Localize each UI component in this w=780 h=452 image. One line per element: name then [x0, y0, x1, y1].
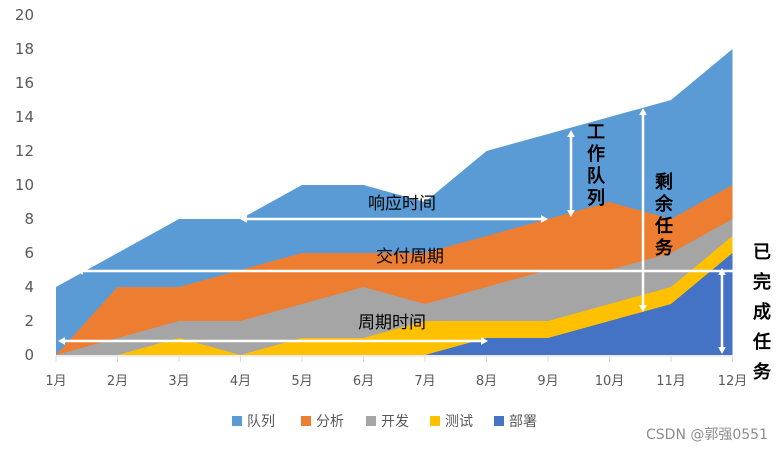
x-axis-ticks: 1月 2月 3月 4月 5月 6月 7月 8月 9月 10月 11月 12月 — [45, 356, 747, 389]
legend-item: 部署 — [494, 414, 537, 430]
x-tick-label: 6月 — [353, 374, 374, 389]
legend-swatch — [366, 416, 376, 426]
arrow-completed — [718, 268, 726, 354]
area-测试 — [56, 236, 733, 355]
legend-label: 部署 — [509, 414, 537, 430]
annotation-arrows — [58, 108, 744, 354]
arrow-delivery-cycle — [76, 267, 744, 275]
annotation-char: 任 — [654, 215, 673, 237]
x-tick-label: 8月 — [476, 374, 497, 389]
x-tick-label: 5月 — [291, 374, 312, 389]
legend-item: 开发 — [366, 414, 409, 430]
legend-item: 分析 — [301, 414, 344, 430]
y-axis-ticks: 0 2 4 6 8 10 12 14 16 18 20 — [15, 6, 34, 364]
y-tick-label: 8 — [24, 210, 34, 228]
legend-label: 开发 — [381, 414, 409, 430]
annotation-char: 完 — [753, 271, 771, 293]
x-tick-label: 11月 — [656, 374, 686, 389]
annotation-response-time: 响应时间 — [368, 194, 436, 214]
y-tick-label: 0 — [24, 346, 34, 364]
x-tick-label: 4月 — [230, 374, 251, 389]
arrow-response-time — [240, 215, 548, 223]
annotation-char: 成 — [753, 301, 771, 323]
y-tick-label: 4 — [24, 278, 34, 296]
y-tick-label: 12 — [15, 142, 34, 160]
arrow-remaining — [639, 108, 647, 312]
annotation-char: 已 — [753, 242, 771, 263]
legend-swatch — [232, 416, 242, 426]
legend-label: 队列 — [247, 414, 275, 430]
x-tick-label: 2月 — [107, 374, 128, 389]
arrow-queue — [567, 130, 575, 217]
annotation-char: 队 — [587, 165, 606, 187]
y-tick-label: 6 — [24, 244, 34, 262]
annotation-delivery-cycle: 交付周期 — [376, 247, 444, 267]
legend-item: 队列 — [232, 414, 275, 430]
watermark: CSDN @郭强0551 — [646, 427, 768, 443]
x-tick-label: 9月 — [537, 374, 558, 389]
legend: 队列 分析 开发 测试 部署 — [232, 414, 537, 430]
x-tick-label: 3月 — [168, 374, 189, 389]
legend-swatch — [430, 416, 440, 426]
y-tick-label: 20 — [15, 6, 34, 24]
annotation-char: 工 — [587, 122, 605, 143]
legend-label: 分析 — [316, 414, 344, 430]
annotation-char: 剩 — [655, 172, 673, 193]
y-tick-label: 14 — [15, 108, 34, 126]
legend-swatch — [494, 416, 504, 426]
legend-item: 测试 — [430, 414, 473, 430]
area-部署 — [56, 253, 733, 355]
annotation-char: 列 — [587, 188, 605, 209]
annotation-char: 务 — [753, 361, 772, 383]
x-tick-label: 10月 — [595, 374, 625, 389]
x-tick-label: 7月 — [414, 374, 435, 389]
y-tick-label: 18 — [15, 40, 34, 58]
annotation-cycle-time: 周期时间 — [358, 313, 426, 333]
x-tick-label: 1月 — [45, 374, 66, 389]
y-tick-label: 2 — [24, 312, 34, 330]
annotation-char: 作 — [587, 143, 605, 165]
x-tick-label: 12月 — [718, 374, 748, 389]
legend-swatch — [301, 416, 311, 426]
y-tick-label: 10 — [15, 176, 34, 194]
legend-label: 测试 — [445, 414, 473, 430]
arrow-cycle-time — [58, 337, 488, 345]
y-tick-label: 16 — [15, 74, 34, 92]
annotation-char: 务 — [655, 237, 674, 259]
annotation-char: 任 — [752, 331, 771, 353]
annotation-char: 余 — [654, 193, 674, 215]
